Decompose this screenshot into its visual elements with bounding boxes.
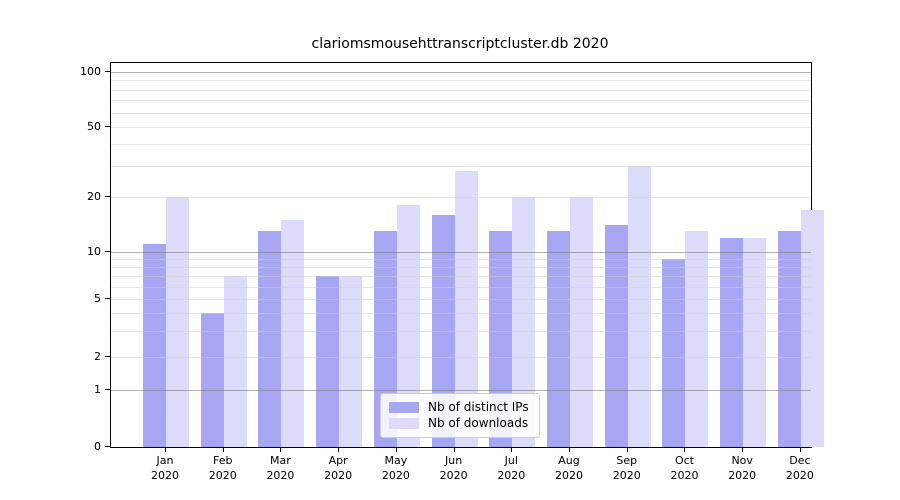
bar-aug-distinct-ips xyxy=(547,231,571,447)
bar-dec-downloads xyxy=(800,209,824,447)
bar-mar-distinct-ips xyxy=(258,231,282,447)
x-tick-label: Mar 2020 xyxy=(266,454,295,482)
major-gridline xyxy=(111,72,811,73)
x-tick-label: Nov 2020 xyxy=(728,454,757,482)
y-tick-mark xyxy=(105,389,110,390)
bar-nov-distinct-ips xyxy=(720,237,744,447)
bar-dec-distinct-ips xyxy=(777,231,801,447)
x-tick-mark xyxy=(684,447,686,452)
minor-gridline xyxy=(111,287,811,288)
x-tick-mark xyxy=(395,447,397,452)
x-tick-mark xyxy=(799,447,801,452)
legend: Nb of distinct IPs Nb of downloads xyxy=(380,393,540,438)
y-tick-label: 20 xyxy=(87,190,101,203)
y-tick-label: 5 xyxy=(94,292,101,305)
y-tick-label: 50 xyxy=(87,120,101,133)
legend-label-distinct-ips: Nb of distinct IPs xyxy=(428,400,529,414)
y-tick-mark xyxy=(105,446,110,447)
y-tick-label: 0 xyxy=(94,440,101,453)
x-tick-mark xyxy=(569,447,571,452)
x-tick-mark xyxy=(511,447,513,452)
bar-nov-downloads xyxy=(743,237,767,447)
bar-sep-distinct-ips xyxy=(604,225,628,447)
chart-title: clariomsmousehttranscriptcluster.db 2020 xyxy=(311,36,609,52)
bar-jun-downloads xyxy=(454,171,478,447)
bar-may-downloads xyxy=(396,205,420,447)
minor-gridline xyxy=(111,357,811,358)
x-tick-mark xyxy=(338,447,340,452)
bar-oct-distinct-ips xyxy=(662,259,686,447)
x-tick-label: Jun 2020 xyxy=(439,454,468,482)
x-tick-label: Feb 2020 xyxy=(208,454,237,482)
legend-label-downloads: Nb of downloads xyxy=(428,416,529,430)
plot-area xyxy=(110,62,824,448)
legend-row: Nb of downloads xyxy=(389,415,529,431)
minor-gridline xyxy=(111,259,811,260)
x-tick-mark xyxy=(626,447,628,452)
y-tick-label: 1 xyxy=(94,383,101,396)
x-tick-label: Sep 2020 xyxy=(612,454,641,482)
minor-gridline xyxy=(111,166,811,167)
x-tick-mark xyxy=(165,447,166,452)
minor-gridline xyxy=(111,197,811,198)
legend-swatch-downloads xyxy=(389,417,419,429)
x-tick-label: Jan 2020 xyxy=(151,454,179,482)
y-tick-mark xyxy=(105,71,110,72)
bar-jun-distinct-ips xyxy=(431,214,455,447)
y-tick-mark xyxy=(105,196,110,197)
x-tick-label: Aug 2020 xyxy=(555,454,584,482)
minor-gridline xyxy=(111,127,811,128)
minor-gridline xyxy=(111,331,811,332)
minor-gridline xyxy=(111,113,811,114)
y-tick-label: 100 xyxy=(80,65,101,78)
minor-gridline xyxy=(111,144,811,145)
y-tick-mark xyxy=(105,356,110,357)
y-tick-label: 10 xyxy=(87,245,101,258)
bar-apr-downloads xyxy=(339,276,363,447)
bar-apr-distinct-ips xyxy=(316,276,340,447)
bar-jan-distinct-ips xyxy=(143,244,166,447)
x-tick-label: Apr 2020 xyxy=(324,454,353,482)
y-tick-mark xyxy=(105,126,110,127)
bar-oct-downloads xyxy=(685,231,709,447)
x-tick-label: Dec 2020 xyxy=(785,454,814,482)
major-gridline xyxy=(111,252,811,253)
y-tick-mark xyxy=(105,251,110,252)
bar-feb-distinct-ips xyxy=(200,313,224,447)
bar-feb-downloads xyxy=(223,276,247,447)
minor-gridline xyxy=(111,299,811,300)
bar-sep-downloads xyxy=(627,166,651,447)
x-tick-mark xyxy=(742,447,744,452)
y-tick-mark xyxy=(105,298,110,299)
legend-swatch-distinct-ips xyxy=(389,401,419,413)
x-tick-label: May 2020 xyxy=(381,454,410,482)
x-tick-label: Oct 2020 xyxy=(670,454,699,482)
y-tick-label: 2 xyxy=(94,350,101,363)
minor-gridline xyxy=(111,313,811,314)
legend-row: Nb of distinct IPs xyxy=(389,399,529,415)
grid-layer xyxy=(111,63,811,447)
x-tick-mark xyxy=(222,447,224,452)
x-tick-label: Jul 2020 xyxy=(497,454,526,482)
x-tick-mark xyxy=(280,447,282,452)
minor-gridline xyxy=(111,90,811,91)
minor-gridline xyxy=(111,276,811,277)
minor-gridline xyxy=(111,100,811,101)
minor-gridline xyxy=(111,80,811,81)
bars-layer xyxy=(111,63,824,447)
minor-gridline xyxy=(111,267,811,268)
x-tick-mark xyxy=(453,447,455,452)
major-gridline xyxy=(111,390,811,391)
